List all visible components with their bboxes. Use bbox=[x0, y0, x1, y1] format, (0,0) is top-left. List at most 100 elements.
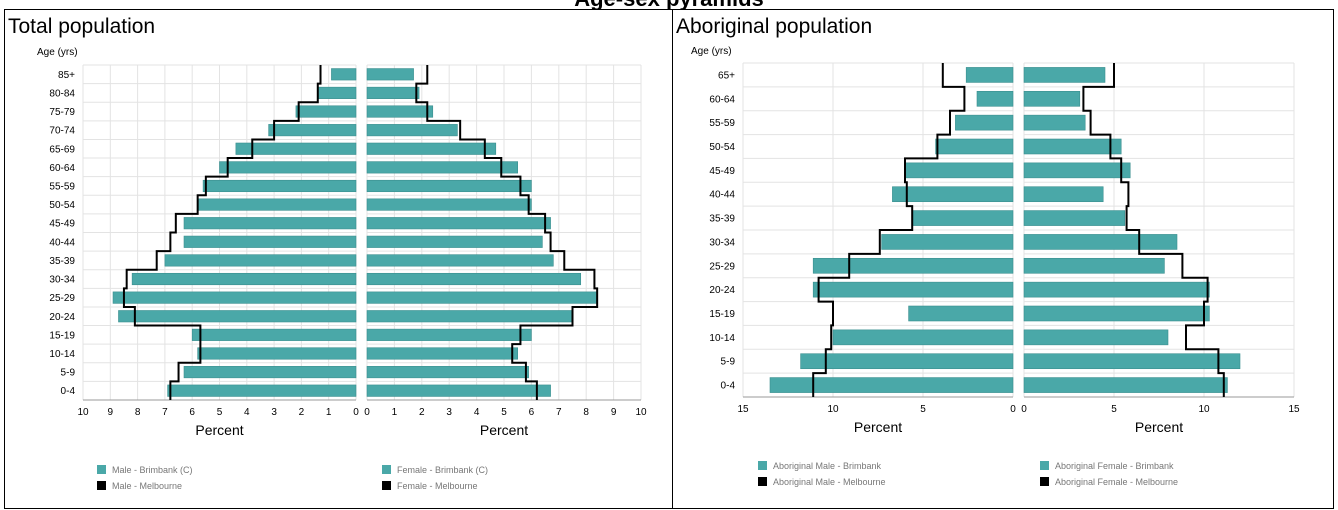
bar-female-10 bbox=[1023, 138, 1122, 155]
age-group-label: 5-9 bbox=[721, 357, 736, 368]
x-tick-label: 0 bbox=[364, 407, 370, 418]
bar-female-12 bbox=[366, 161, 518, 174]
bar-male-2 bbox=[832, 329, 1014, 346]
age-group-label: 5-9 bbox=[61, 368, 76, 379]
aboriginal-population-pyramid-chart: 0-4 5-9 10-14 15-19 20-24 25-29 30-34 35-39 40-4… bbox=[691, 46, 1300, 487]
x-tick-label: 6 bbox=[189, 407, 195, 418]
age-group-label: 50-54 bbox=[49, 200, 75, 211]
bar-male-7 bbox=[911, 210, 1014, 226]
x-tick-label: 15 bbox=[737, 404, 749, 415]
bar-male-6 bbox=[131, 272, 357, 286]
y-axis-label: Age (yrs) bbox=[37, 47, 78, 58]
age-group-label: 45-49 bbox=[709, 166, 735, 177]
bar-female-14 bbox=[366, 124, 458, 137]
bar-female-5 bbox=[1023, 257, 1165, 274]
x-tick-label: 5 bbox=[501, 407, 507, 418]
bar-male-11 bbox=[202, 179, 357, 193]
bar-male-5 bbox=[112, 291, 357, 304]
age-group-label: 65-69 bbox=[49, 144, 75, 155]
bar-male-2 bbox=[197, 347, 357, 360]
aboriginal-population-panel: Aboriginal population 0-4 5-9 10-14 15-19 20… bbox=[672, 9, 1334, 509]
bar-male-8 bbox=[183, 235, 357, 248]
x-tick-label: 15 bbox=[1288, 404, 1300, 415]
legend-label: Female - Brimbank (C) bbox=[397, 465, 488, 475]
age-group-label: 30-34 bbox=[709, 237, 735, 248]
x-tick-label: 7 bbox=[162, 407, 168, 418]
bar-female-13 bbox=[1023, 67, 1106, 83]
bar-female-9 bbox=[1023, 162, 1131, 179]
x-axis-title-female: Percent bbox=[480, 422, 528, 438]
age-group-label: 25-29 bbox=[49, 293, 75, 304]
bar-male-12 bbox=[219, 161, 357, 174]
bar-male-1 bbox=[800, 353, 1014, 370]
x-tick-label: 4 bbox=[474, 407, 480, 418]
female-comparison-line bbox=[1082, 63, 1225, 397]
bar-male-14 bbox=[268, 124, 357, 137]
age-group-label: 35-39 bbox=[709, 214, 735, 225]
x-axis-title-male: Percent bbox=[854, 419, 902, 435]
legend-swatch bbox=[97, 481, 106, 490]
bar-female-0 bbox=[1023, 377, 1228, 393]
bar-male-6 bbox=[881, 234, 1014, 250]
bar-female-7 bbox=[366, 254, 554, 267]
page-title: Age-sex pyramids bbox=[0, 0, 1338, 11]
bar-female-10 bbox=[366, 198, 532, 211]
bar-female-3 bbox=[1023, 305, 1210, 322]
bar-female-4 bbox=[366, 310, 573, 323]
bar-male-3 bbox=[191, 328, 357, 341]
bar-male-1 bbox=[183, 366, 357, 379]
bar-male-4 bbox=[812, 281, 1014, 298]
x-tick-label: 10 bbox=[77, 407, 89, 418]
age-group-label: 20-24 bbox=[709, 285, 735, 296]
bar-male-7 bbox=[164, 254, 357, 267]
bar-female-4 bbox=[1023, 281, 1210, 298]
x-tick-label: 0 bbox=[1021, 404, 1027, 415]
panel-title: Total population bbox=[8, 15, 156, 38]
age-group-label: 85+ bbox=[58, 70, 75, 81]
bar-female-11 bbox=[1023, 114, 1086, 131]
x-tick-label: 9 bbox=[108, 407, 114, 418]
bar-male-0 bbox=[167, 384, 357, 397]
x-axis-title-female: Percent bbox=[1135, 419, 1183, 435]
age-group-label: 15-19 bbox=[49, 330, 75, 341]
bar-male-13 bbox=[235, 142, 357, 155]
bar-male-15 bbox=[295, 105, 357, 118]
bar-female-12 bbox=[1023, 90, 1081, 107]
bar-male-9 bbox=[904, 162, 1014, 179]
bar-male-0 bbox=[769, 377, 1014, 393]
x-tick-label: 2 bbox=[299, 407, 305, 418]
legend-swatch bbox=[97, 465, 106, 474]
age-group-label: 15-19 bbox=[709, 309, 735, 320]
legend-label: Female - Melbourne bbox=[397, 481, 478, 491]
x-tick-label: 4 bbox=[244, 407, 250, 418]
grid bbox=[82, 64, 642, 401]
bar-female-9 bbox=[366, 217, 551, 230]
legend-label: Aboriginal Female - Brimbank bbox=[1055, 461, 1174, 471]
x-axis-title-male: Percent bbox=[195, 422, 243, 438]
legend-swatch bbox=[758, 477, 767, 486]
age-group-label: 0-4 bbox=[721, 381, 736, 392]
bar-female-0 bbox=[366, 384, 551, 397]
bar-female-3 bbox=[366, 328, 532, 341]
bar-male-5 bbox=[812, 257, 1014, 274]
total-population-panel: Total population 0-4 5-9 10-14 15-19 20-24 25… bbox=[4, 9, 673, 509]
age-group-label: 65+ bbox=[718, 70, 735, 81]
bar-male-3 bbox=[908, 305, 1014, 322]
bar-male-8 bbox=[892, 186, 1014, 203]
age-group-label: 55-59 bbox=[709, 118, 735, 129]
x-tick-label: 9 bbox=[611, 407, 617, 418]
age-group-label: 50-54 bbox=[709, 142, 735, 153]
bar-female-8 bbox=[1023, 186, 1104, 203]
legend-swatch bbox=[382, 465, 391, 474]
x-tick-label: 8 bbox=[583, 407, 589, 418]
x-tick-label: 1 bbox=[326, 407, 332, 418]
bar-male-10 bbox=[197, 198, 357, 211]
age-group-label: 30-34 bbox=[49, 275, 75, 286]
legend-swatch bbox=[382, 481, 391, 490]
male-comparison-line bbox=[812, 63, 966, 397]
bar-male-10 bbox=[935, 138, 1014, 155]
x-tick-label: 10 bbox=[635, 407, 647, 418]
x-tick-label: 10 bbox=[827, 404, 839, 415]
bar-female-11 bbox=[366, 179, 532, 193]
bar-male-12 bbox=[976, 90, 1014, 107]
